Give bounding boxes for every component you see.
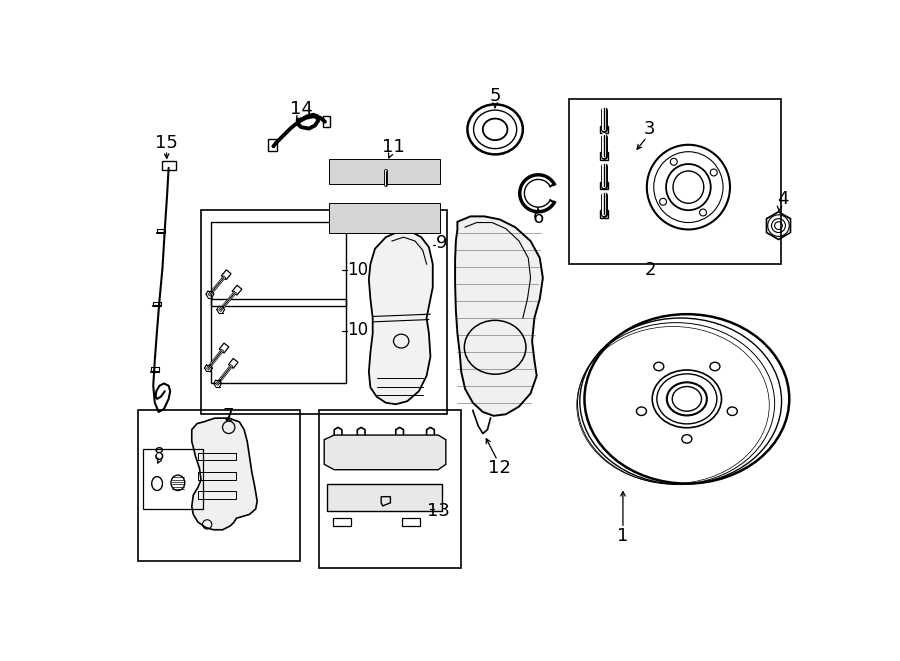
Text: 9: 9 — [436, 235, 448, 253]
Bar — [198, 472, 237, 480]
Polygon shape — [324, 435, 446, 470]
Polygon shape — [455, 216, 543, 416]
Text: 8: 8 — [154, 446, 165, 464]
Bar — [319, 410, 461, 568]
Text: 1: 1 — [617, 527, 628, 545]
Bar — [268, 139, 277, 151]
Bar — [163, 161, 176, 170]
Bar — [138, 410, 300, 561]
Polygon shape — [328, 204, 440, 233]
Polygon shape — [328, 159, 440, 184]
Polygon shape — [369, 232, 433, 405]
Polygon shape — [327, 484, 442, 510]
Text: 10: 10 — [346, 260, 368, 278]
Bar — [599, 126, 608, 134]
Bar — [599, 182, 608, 190]
Bar — [599, 210, 608, 218]
Bar — [201, 210, 447, 414]
Text: 11: 11 — [382, 138, 405, 156]
Text: 6: 6 — [533, 209, 544, 227]
Polygon shape — [192, 418, 257, 529]
Text: 4: 4 — [777, 190, 788, 208]
Text: 14: 14 — [291, 100, 313, 118]
Text: 12: 12 — [489, 459, 511, 477]
Bar — [569, 98, 781, 264]
Bar — [143, 449, 203, 509]
Text: 7: 7 — [223, 407, 235, 425]
Text: 15: 15 — [155, 134, 178, 152]
Bar — [322, 116, 330, 127]
Text: 5: 5 — [490, 87, 501, 105]
Bar — [211, 299, 346, 383]
Bar — [198, 491, 237, 499]
Text: 2: 2 — [644, 260, 655, 278]
Text: 10: 10 — [346, 321, 368, 338]
Text: 3: 3 — [644, 120, 655, 138]
Bar — [211, 222, 346, 307]
Bar — [198, 453, 237, 461]
Bar — [599, 153, 608, 160]
Text: 13: 13 — [427, 502, 450, 520]
